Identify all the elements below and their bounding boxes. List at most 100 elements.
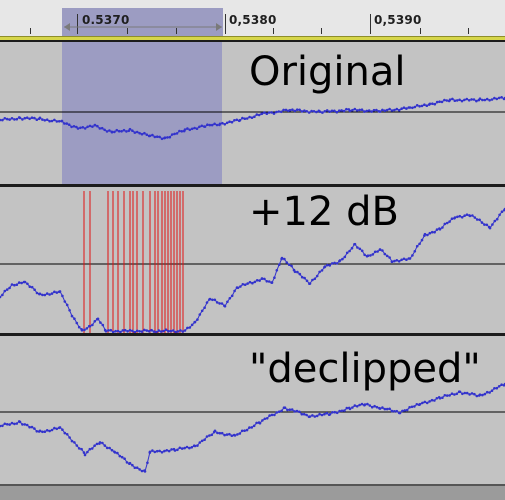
sample-point	[308, 282, 312, 285]
sample-point	[55, 291, 59, 294]
sample-point	[248, 426, 251, 429]
sample-point	[190, 323, 194, 327]
ruler-selection-range[interactable]	[62, 8, 223, 36]
sample-point	[153, 135, 157, 139]
sample-point	[485, 223, 489, 227]
track-original[interactable]: Original	[0, 40, 505, 186]
sample-point	[150, 328, 153, 332]
sample-point	[435, 228, 439, 231]
sample-point	[478, 97, 482, 100]
sample-point	[353, 107, 357, 111]
sample-point	[157, 329, 161, 332]
sample-point	[495, 386, 499, 390]
waveform-samples	[0, 382, 505, 473]
sample-point	[448, 220, 451, 223]
sample-point	[270, 413, 274, 417]
sample-point	[230, 120, 234, 124]
sample-point	[147, 329, 151, 333]
sample-point	[268, 414, 271, 417]
sample-point	[103, 128, 106, 132]
sample-point	[35, 118, 39, 121]
sample-point	[140, 330, 144, 333]
sample-point	[303, 276, 306, 280]
sample-point	[196, 444, 199, 447]
sample-point	[125, 461, 129, 464]
sample-point	[220, 431, 224, 435]
sample-point	[438, 100, 441, 103]
sample-point	[23, 116, 27, 120]
waveform-amplified[interactable]	[0, 187, 505, 335]
sample-point	[483, 392, 487, 396]
sample-point	[228, 297, 232, 300]
sample-point	[481, 393, 484, 397]
sample-point	[497, 96, 501, 100]
selection-bounds-arrows[interactable]	[0, 0, 505, 36]
sample-point	[478, 393, 482, 396]
sample-point	[490, 98, 494, 101]
timeline-ruler[interactable]: 0.5370 0,5380 0,5390	[0, 0, 505, 36]
sample-point	[313, 415, 317, 418]
sample-point	[403, 409, 407, 412]
track-label: "declipped"	[249, 346, 481, 392]
sample-point	[293, 109, 297, 113]
sample-point	[265, 280, 269, 283]
sample-point	[456, 215, 459, 219]
sample-point	[53, 290, 56, 294]
waveform-declipped[interactable]	[0, 336, 505, 486]
sample-point	[213, 122, 216, 126]
sample-point	[116, 451, 119, 455]
sample-point	[211, 298, 214, 302]
sample-point	[253, 280, 257, 284]
sample-point	[284, 108, 288, 112]
track-area-bottom-border	[0, 484, 505, 486]
sample-point	[498, 213, 501, 217]
sample-point	[458, 98, 461, 102]
sample-point	[493, 219, 497, 223]
track-declipped[interactable]: "declipped"	[0, 333, 505, 486]
sample-point	[79, 126, 82, 130]
sample-point	[5, 288, 9, 291]
sample-point	[75, 321, 79, 325]
sample-point	[320, 413, 324, 417]
sample-point	[341, 257, 344, 261]
sample-point	[267, 111, 271, 114]
sample-point	[356, 246, 359, 249]
sample-point	[415, 403, 419, 406]
waveform-original[interactable]	[0, 42, 505, 186]
sample-point	[77, 447, 81, 450]
sample-point	[30, 425, 34, 429]
sample-point	[135, 130, 139, 134]
sample-point	[358, 108, 361, 112]
sample-point	[179, 329, 182, 332]
sample-point	[88, 124, 92, 128]
sample-point	[101, 323, 105, 327]
sample-point	[468, 214, 472, 218]
sample-point	[13, 422, 16, 426]
sample-point	[239, 285, 242, 288]
sample-point	[41, 293, 44, 297]
sample-point	[213, 298, 217, 302]
sample-point	[488, 226, 492, 230]
sample-point	[311, 414, 314, 417]
sample-point	[411, 254, 414, 257]
sample-point	[3, 117, 7, 120]
track-amplified[interactable]: +12 dB	[0, 184, 505, 335]
sample-point	[397, 108, 401, 112]
sample-point	[493, 387, 496, 390]
sample-point	[203, 438, 206, 441]
sample-point	[491, 223, 494, 226]
sample-point	[216, 431, 219, 435]
sample-point	[116, 329, 120, 333]
sample-point	[261, 419, 264, 422]
sample-point	[164, 328, 168, 331]
sample-point	[118, 454, 122, 458]
sample-point	[176, 330, 180, 333]
sample-point	[265, 417, 269, 420]
sample-point	[96, 124, 99, 128]
sample-point	[296, 270, 299, 274]
sample-point	[478, 218, 481, 222]
sample-point	[220, 302, 224, 305]
sample-point	[114, 329, 117, 333]
sample-point	[28, 117, 31, 121]
sample-point	[48, 293, 51, 296]
